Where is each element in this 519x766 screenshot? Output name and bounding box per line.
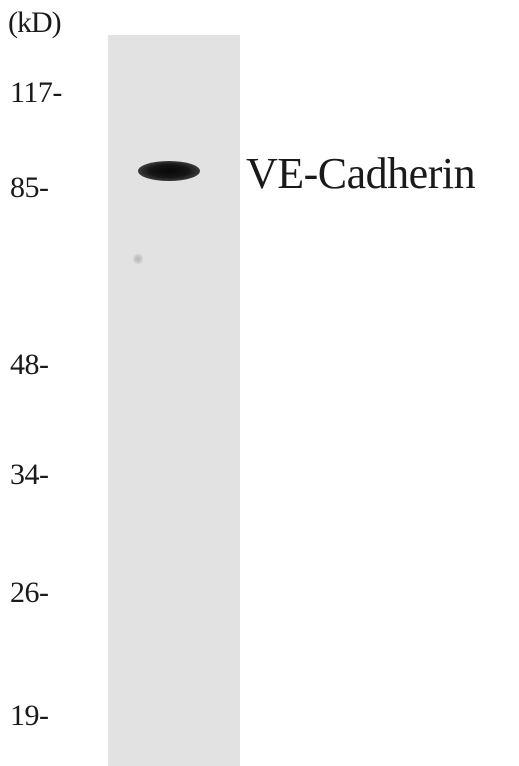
unit-label: (kD) — [8, 6, 62, 39]
marker-34: 34- — [10, 458, 49, 491]
marker-117: 117- — [10, 76, 62, 109]
protein-label: VE-Cadherin — [246, 149, 476, 198]
marker-85: 85- — [10, 171, 49, 204]
blot-lane — [108, 35, 240, 766]
background-speck — [133, 254, 143, 264]
protein-band — [138, 161, 200, 181]
marker-48: 48- — [10, 348, 49, 381]
marker-26: 26- — [10, 576, 49, 609]
marker-19: 19- — [10, 699, 49, 732]
